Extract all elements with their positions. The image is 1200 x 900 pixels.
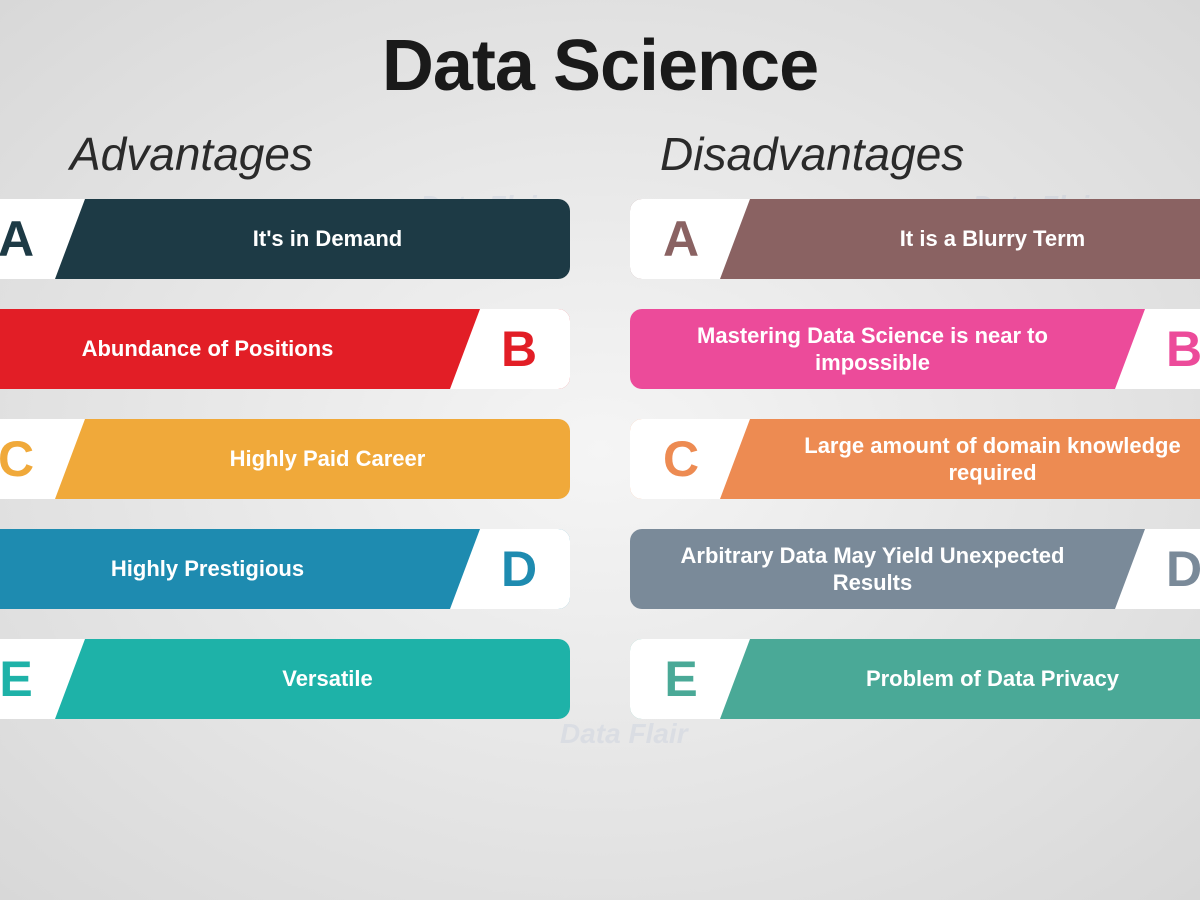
disadvantage-item-a: A It is a Blurry Term: [630, 199, 1200, 279]
item-text: Large amount of domain knowledge require…: [750, 432, 1200, 487]
advantage-item-e: E Versatile: [0, 639, 570, 719]
disadvantages-column: Disadvantages A It is a Blurry Term B Ma…: [630, 127, 1200, 749]
letter-badge: B: [450, 309, 570, 389]
letter-badge: C: [630, 419, 750, 499]
disadvantage-item-d: D Arbitrary Data May Yield Unexpected Re…: [630, 529, 1200, 609]
disadvantage-item-b: B Mastering Data Science is near to impo…: [630, 309, 1200, 389]
letter-badge: C: [0, 419, 85, 499]
item-text: It is a Blurry Term: [750, 225, 1200, 253]
disadvantage-item-e: E Problem of Data Privacy: [630, 639, 1200, 719]
disadvantage-item-c: C Large amount of domain knowledge requi…: [630, 419, 1200, 499]
item-text: Abundance of Positions: [0, 335, 450, 363]
letter-badge: E: [0, 639, 85, 719]
advantage-item-d: D Highly Prestigious: [0, 529, 570, 609]
advantage-item-b: B Abundance of Positions: [0, 309, 570, 389]
item-text: Highly Prestigious: [0, 555, 450, 583]
advantages-heading: Advantages: [0, 127, 570, 181]
page-title: Data Science: [0, 0, 1200, 107]
item-text: Versatile: [85, 665, 570, 693]
letter-badge: B: [1115, 309, 1200, 389]
item-text: Arbitrary Data May Yield Unexpected Resu…: [630, 542, 1115, 597]
item-text: Problem of Data Privacy: [750, 665, 1200, 693]
advantage-item-a: A It's in Demand: [0, 199, 570, 279]
item-text: Mastering Data Science is near to imposs…: [630, 322, 1115, 377]
advantage-item-c: C Highly Paid Career: [0, 419, 570, 499]
letter-badge: A: [0, 199, 85, 279]
letter-badge: A: [630, 199, 750, 279]
item-text: It's in Demand: [85, 225, 570, 253]
disadvantages-heading: Disadvantages: [630, 127, 1200, 181]
advantages-column: Advantages A It's in Demand B Abundance …: [0, 127, 570, 749]
item-text: Highly Paid Career: [85, 445, 570, 473]
letter-badge: D: [450, 529, 570, 609]
letter-badge: D: [1115, 529, 1200, 609]
columns-container: Advantages A It's in Demand B Abundance …: [0, 107, 1200, 749]
letter-badge: E: [630, 639, 750, 719]
